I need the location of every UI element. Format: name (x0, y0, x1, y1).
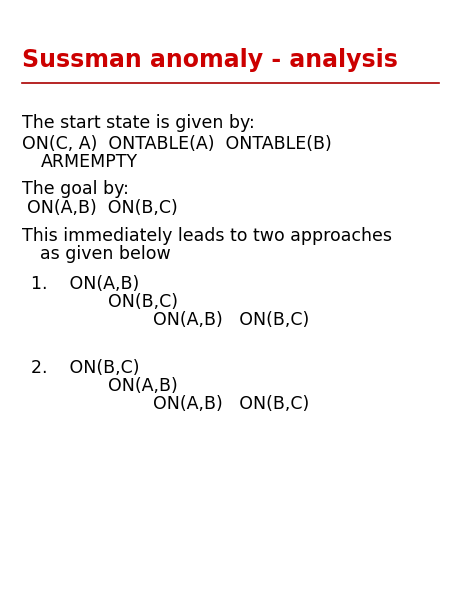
Text: 2.    ON(B,C): 2. ON(B,C) (31, 359, 139, 377)
Text: ARMEMPTY: ARMEMPTY (40, 153, 138, 171)
Text: ON(C, A)  ONTABLE(A)  ONTABLE(B): ON(C, A) ONTABLE(A) ONTABLE(B) (22, 135, 331, 153)
Text: ON(A,B): ON(A,B) (108, 377, 178, 395)
Text: 1.    ON(A,B): 1. ON(A,B) (31, 275, 139, 293)
Text: This immediately leads to two approaches: This immediately leads to two approaches (22, 227, 392, 245)
Text: ON(B,C): ON(B,C) (108, 293, 178, 311)
Text: The goal by:: The goal by: (22, 180, 129, 198)
Text: Sussman anomaly - analysis: Sussman anomaly - analysis (22, 48, 397, 72)
Text: as given below: as given below (40, 245, 171, 263)
Text: The start state is given by:: The start state is given by: (22, 114, 254, 132)
Text: ON(A,B)   ON(B,C): ON(A,B) ON(B,C) (153, 311, 309, 329)
Text: ON(A,B)  ON(B,C): ON(A,B) ON(B,C) (27, 199, 178, 217)
Text: ON(A,B)   ON(B,C): ON(A,B) ON(B,C) (153, 395, 309, 413)
